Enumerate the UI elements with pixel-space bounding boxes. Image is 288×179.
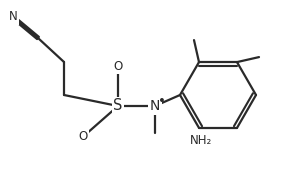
Text: N: N [150,99,160,113]
Text: NH₂: NH₂ [190,134,212,147]
Text: O: O [113,59,123,72]
Text: N: N [9,11,17,23]
Text: O: O [78,130,88,144]
Text: S: S [113,98,123,113]
Text: •: • [158,96,166,108]
